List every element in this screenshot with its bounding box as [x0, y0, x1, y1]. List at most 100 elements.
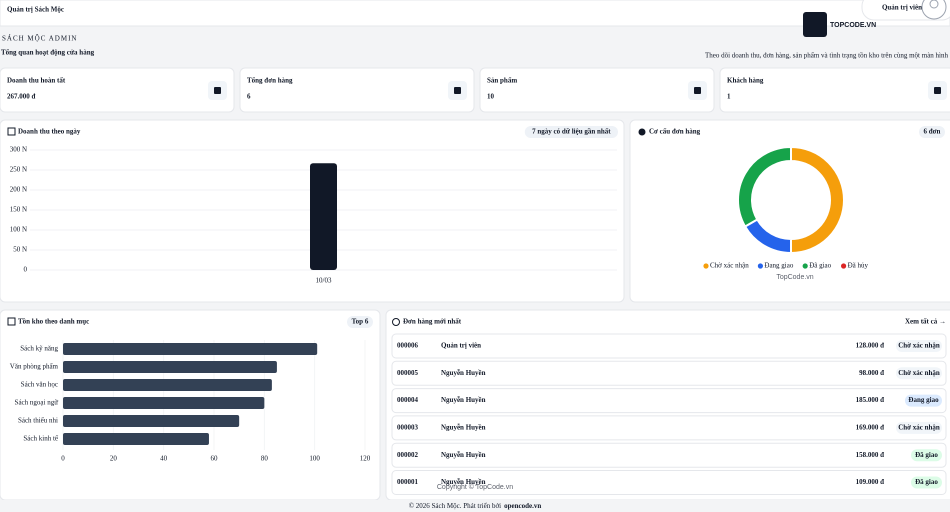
- status-pill: [896, 340, 942, 352]
- y-tick-label: 150 N: [10, 206, 27, 214]
- stat-card: [239, 67, 475, 113]
- stat-value: 1: [727, 93, 731, 101]
- badge: Top 6: [352, 318, 369, 326]
- order-customer: Nguyễn Huyền: [441, 424, 486, 432]
- status-pill: [911, 476, 942, 489]
- bar: [63, 343, 318, 355]
- x-tick-label: 20: [110, 455, 118, 463]
- y-tick-label: 100 N: [10, 226, 27, 234]
- stat-icon: [934, 87, 941, 94]
- legend-label: Đang giao: [764, 262, 793, 270]
- stat-value: 10: [487, 93, 495, 101]
- y-tick-label: Văn phòng phẩm: [10, 363, 59, 371]
- footer-bar: [0, 500, 950, 512]
- order-customer: Nguyễn Huyền: [441, 369, 486, 377]
- y-tick-label: 0: [24, 266, 28, 274]
- order-status: Đang giao: [908, 396, 939, 404]
- order-id: 000002: [397, 451, 419, 459]
- badge: 7 ngày có dữ liệu gần nhất: [532, 128, 611, 136]
- watermark-copyright: Copyright © TopCode.vn: [437, 483, 513, 491]
- badge: 6 đơn: [924, 128, 941, 136]
- legend-label: Đã hủy: [848, 262, 869, 270]
- bar: [63, 361, 277, 373]
- stat-icon: [214, 87, 221, 94]
- status-pill: [905, 394, 942, 407]
- y-tick-label: 250 N: [10, 166, 27, 174]
- avatar-head: [929, 0, 939, 9]
- order-row[interactable]: [391, 442, 947, 468]
- x-tick-label: 80: [261, 455, 269, 463]
- orders-title: Đơn hàng mới nhất: [403, 318, 462, 326]
- stat-label: Khách hàng: [727, 77, 764, 85]
- order-total: 158.000 đ: [856, 451, 885, 459]
- stat-label: Sản phẩm: [487, 77, 517, 85]
- order-customer: Nguyễn Huyền: [441, 478, 486, 486]
- y-tick-label: Sách thiếu nhi: [18, 417, 58, 425]
- stat-icon: [694, 87, 701, 94]
- stat-label: Doanh thu hoàn tất: [7, 77, 66, 85]
- x-tick-label: 10/03: [316, 277, 332, 285]
- orders-icon: [392, 318, 400, 326]
- legend-label: Chờ xác nhận: [710, 262, 749, 270]
- logo-icon: [803, 12, 827, 37]
- badge-bg: [347, 316, 373, 328]
- order-id: 000005: [397, 369, 419, 377]
- y-tick-label: Sách kỹ năng: [20, 345, 58, 353]
- order-id: 000006: [397, 342, 419, 350]
- bar: [63, 379, 272, 391]
- bar: [63, 397, 265, 409]
- bar: [63, 415, 240, 427]
- stat-icon: [454, 87, 461, 94]
- order-id: 000004: [397, 396, 419, 404]
- user-name: Quản trị viên: [882, 4, 922, 12]
- order-total: 98.000 đ: [859, 369, 884, 377]
- order-customer: Nguyễn Huyền: [441, 396, 486, 404]
- order-status: Chờ xác nhận: [898, 424, 940, 432]
- order-total: 109.000 đ: [856, 478, 885, 486]
- order-status: Đã giao: [915, 451, 938, 459]
- order-row[interactable]: [391, 333, 947, 359]
- footer-link[interactable]: opencode.vn: [504, 502, 541, 510]
- order-total: 169.000 đ: [856, 424, 885, 432]
- order-row[interactable]: [391, 360, 947, 386]
- stat-label: Tổng đơn hàng: [247, 77, 293, 85]
- status-pill: [896, 367, 942, 380]
- view-all-link[interactable]: Xem tất cả →: [905, 318, 946, 326]
- eyebrow: SÁCH MỘC ADMIN: [2, 35, 77, 43]
- y-tick-label: Sách văn học: [21, 381, 58, 389]
- stat-value: 267.000 đ: [7, 93, 36, 101]
- stat-card: [0, 67, 235, 113]
- order-customer: Nguyễn Huyền: [441, 451, 486, 459]
- order-id: 000003: [397, 424, 419, 432]
- page-title: Tổng quan hoạt động cửa hàng: [1, 49, 95, 57]
- badge-bg: [524, 126, 618, 138]
- order-row[interactable]: [391, 415, 947, 441]
- badge-bg: [919, 126, 945, 138]
- order-id: 000001: [397, 478, 419, 486]
- order-customer: Quản trị viên: [441, 342, 481, 350]
- bar: [310, 163, 337, 270]
- x-tick-label: 120: [360, 455, 371, 463]
- stat-value: 6: [247, 93, 251, 101]
- card: [629, 119, 950, 303]
- legend-swatch: [757, 263, 764, 269]
- chart-title: Cơ cấu đơn hàng: [649, 128, 701, 136]
- order-row[interactable]: [391, 470, 947, 495]
- donut-slice: [737, 145, 792, 228]
- legend-swatch: [703, 263, 709, 269]
- chart-title: Tồn kho theo danh mục: [18, 318, 89, 326]
- bar: [63, 433, 209, 445]
- chart-icon: [7, 317, 16, 326]
- x-tick-label: 0: [61, 455, 65, 463]
- footer: © 2026 Sách Mộc. Phát triển bởi opencode.…: [409, 502, 542, 510]
- order-row[interactable]: [391, 388, 947, 414]
- order-total: 185.000 đ: [856, 396, 885, 404]
- header-bar: [0, 0, 950, 27]
- footer-text: © 2026 Sách Mộc. Phát triển bởi: [409, 502, 501, 510]
- y-tick-label: Sách ngoại ngữ: [15, 399, 59, 407]
- chart-icon: [7, 127, 16, 136]
- status-pill: [911, 449, 942, 462]
